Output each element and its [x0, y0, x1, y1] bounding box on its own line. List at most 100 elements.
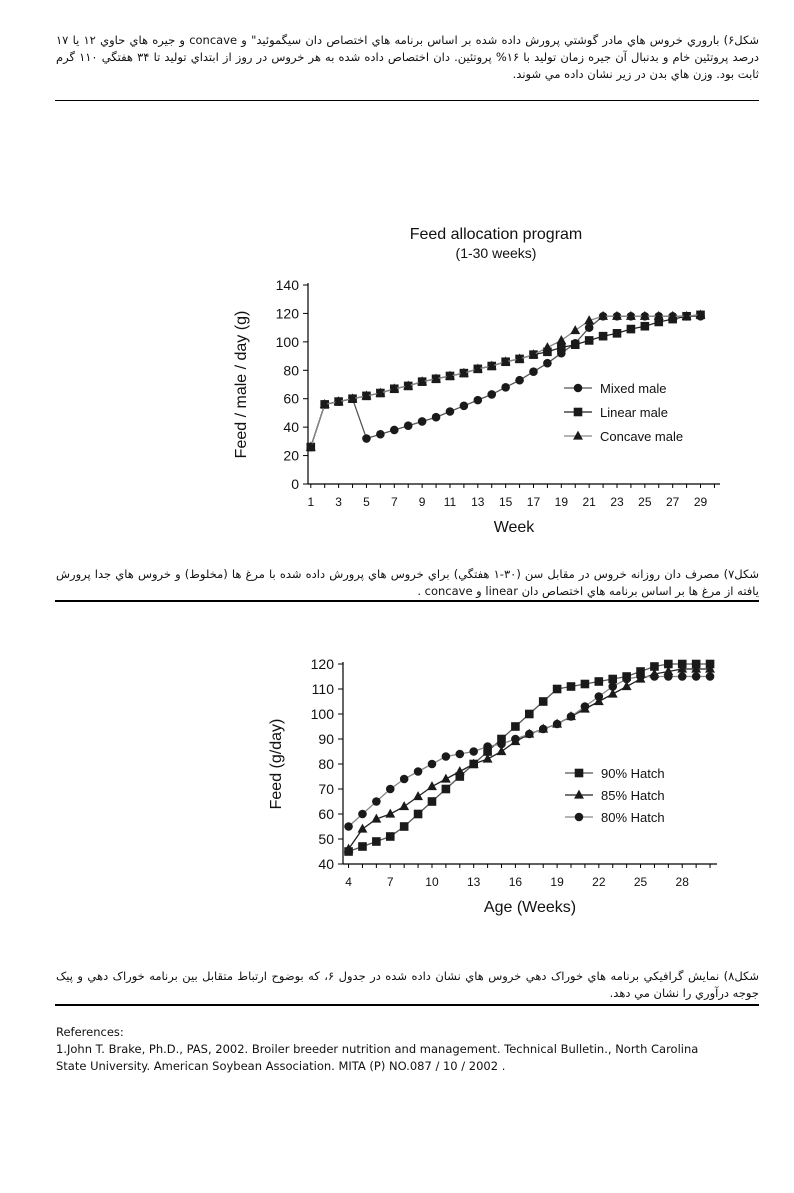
chart2-series-1-point	[608, 674, 618, 684]
chart1-x-tick-label: 9	[419, 495, 426, 509]
chart1-x-tick-label: 27	[666, 495, 680, 509]
chart2-x-tick-label: 19	[550, 875, 564, 889]
chart1-series-3-point	[598, 310, 609, 320]
chart2-series-1-point	[664, 659, 673, 669]
chart2-series-1-point	[636, 667, 645, 676]
chart2-series-2-point	[454, 766, 465, 776]
chart2-legend-marker	[574, 768, 584, 778]
chart2-series-2-point	[482, 753, 493, 763]
chart2-series-3-point	[372, 797, 381, 806]
chart2-series-3-point	[344, 822, 353, 831]
chart2-series-3-point	[385, 784, 395, 794]
chart2-y-tick-label: 40	[318, 856, 334, 872]
chart1-series-3-point	[570, 325, 581, 335]
chart1-x-tick-label: 17	[527, 495, 541, 509]
chart2-series-1-point	[552, 684, 562, 694]
figure-8-caption: شکل۸) نمايش گرافيکي برنامه هاي خوراک دهي…	[56, 969, 760, 1000]
chart2-series-3-point	[594, 692, 604, 701]
chart2-series-3-point	[608, 682, 618, 691]
chart2-series-2-point	[440, 773, 451, 783]
chart2-series-3-point	[427, 759, 437, 769]
chart1-series-3-point	[584, 315, 595, 325]
chart2-series-3-point	[441, 752, 451, 761]
chart1-subtitle: (1-30 weeks)	[456, 245, 537, 261]
chart1-x-tick-label: 29	[694, 495, 708, 509]
chart1-series-1-point	[376, 429, 385, 439]
chart1-series-2-point	[570, 340, 580, 349]
chart1-series-2-point	[640, 321, 650, 331]
chart2-series-1-point	[566, 682, 576, 691]
chart2-x-tick-label: 22	[592, 875, 606, 889]
chart2-series-2-point	[496, 746, 507, 756]
chart1-series-3-point	[681, 310, 692, 320]
chart1-legend-marker	[573, 430, 583, 440]
chart1-series-3-point	[333, 396, 344, 406]
chart1-x-tick-label: 13	[471, 495, 485, 509]
chart1-legend-label: Concave male	[600, 429, 683, 444]
chart2-y-tick-label: 90	[318, 731, 334, 747]
chart2-series-2-point	[677, 663, 688, 673]
chart1-x-tick-label: 11	[444, 495, 457, 509]
chart1-series-3-point	[612, 310, 622, 320]
chart1-series-1-point	[445, 407, 455, 416]
reference-line-2: State University. American Soybean Assoc…	[56, 1059, 506, 1073]
chart2-series-3-point	[483, 742, 492, 751]
chart2-series-2-point	[705, 663, 715, 673]
chart1-y-tick-label: 140	[276, 277, 300, 293]
chart2-series-3-point	[358, 809, 367, 819]
chart2-series-3-point	[636, 672, 645, 681]
chart2-series-1-point	[372, 837, 381, 846]
chart1-series-1-point	[487, 390, 497, 399]
chart1-series-3-point	[445, 370, 455, 380]
chart2-x-tick-label: 10	[425, 875, 439, 889]
chart1-series-3-point	[514, 353, 525, 363]
chart2-y-tick-label: 100	[311, 706, 335, 722]
chart2-y-tick-label: 110	[312, 681, 335, 697]
chart2-series-1-point	[511, 722, 520, 731]
chart2-series-3-point	[469, 747, 478, 756]
chart1-series-1-point	[584, 323, 594, 332]
chart2-series-2-point	[399, 801, 410, 811]
chart1-y-tick-label: 100	[276, 334, 300, 350]
chart2-x-tick-label: 28	[676, 875, 690, 889]
chart1-y-tick-label: 80	[283, 362, 299, 378]
feed-allocation-chart: Feed allocation program (1-30 weeks) 0 20 40…	[233, 226, 720, 536]
chart2-series-2-point	[427, 781, 437, 791]
chart1-legend-label: Linear male	[600, 405, 668, 420]
references: References: 1.John T. Brake, Ph.D., PAS,…	[56, 1024, 756, 1075]
chart1-y-tick-label: 60	[283, 391, 299, 407]
chart1-series-3-point	[361, 390, 372, 400]
chart1-legend-label: Mixed male	[600, 381, 666, 396]
chart2-series-2-point	[343, 843, 354, 853]
chart2-series-3-point	[538, 724, 548, 734]
chart1-x-tick-label: 1	[307, 495, 314, 509]
chart1-series-1-point	[389, 425, 399, 435]
chart1-series-1-point	[459, 401, 469, 411]
chart1-series-3-point	[625, 310, 636, 320]
chart1-series-3-point	[375, 387, 386, 397]
chart1-series-3-point	[472, 363, 483, 373]
chart2-series-3-point	[580, 702, 590, 711]
chart2-series-1-point	[427, 797, 437, 806]
chart2-series-1-point	[483, 747, 492, 756]
chart2-series-2-point	[385, 808, 396, 818]
chart1-series-1-point	[515, 375, 524, 385]
chart1-series-2-point	[626, 324, 636, 334]
chart2-series-1-point	[455, 772, 465, 781]
chart2-series-1-point	[497, 734, 506, 744]
chart2-legend-label: 85% Hatch	[601, 788, 665, 803]
chart1-x-tick-label: 21	[582, 495, 596, 509]
chart2-series-3-point	[677, 672, 687, 681]
chart2-series-1-point	[441, 784, 451, 794]
chart2-y-tick-label: 120	[311, 656, 335, 672]
chart1-y-tick-label: 40	[283, 419, 299, 435]
chart2-series-2-point	[357, 823, 368, 833]
chart1-series-3-point	[695, 309, 706, 319]
chart2-series-3-point	[511, 734, 520, 744]
chart2-series-3-point	[497, 739, 506, 749]
chart2-legend-label: 80% Hatch	[601, 810, 665, 825]
chart2-series-3-point	[413, 767, 423, 776]
chart1-y-tick-label: 20	[283, 448, 299, 464]
chart2-x-tick-label: 4	[345, 875, 352, 889]
chart1-series-2-point	[557, 343, 566, 352]
